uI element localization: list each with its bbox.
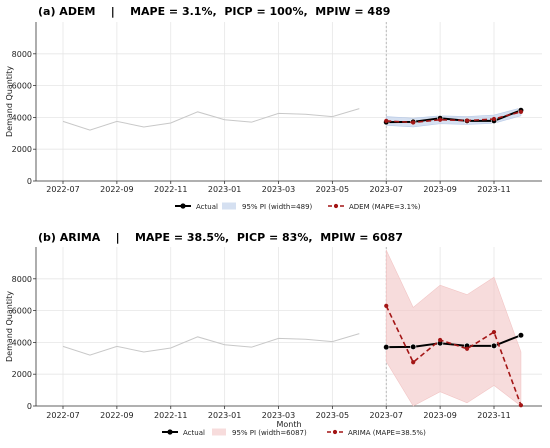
forecast-line: [386, 111, 522, 124]
panel-title: (a) ADEM | MAPE = 3.1%, PICP = 100%, MPI…: [38, 5, 390, 18]
grid: [36, 22, 542, 182]
x-tick-label: 2022-07: [46, 185, 79, 194]
forecast-point: [438, 337, 443, 343]
legend-forecast-marker: [333, 203, 339, 209]
x-tick-label: 2023-05: [316, 411, 349, 420]
actual-point: [490, 342, 498, 349]
forecast-point: [411, 120, 416, 125]
x-tick-label: 2023-11: [477, 185, 510, 194]
forecast-line: [385, 305, 522, 406]
y-tick-label: 4000: [12, 113, 32, 122]
x-tick-label: 2023-09: [423, 411, 456, 420]
x-tick-label: 2023-11: [477, 411, 510, 420]
x-tick-label: 2022-07: [46, 411, 79, 420]
x-tick-label: 2023-03: [262, 185, 295, 194]
actual-point: [410, 343, 417, 350]
y-tick-label: 8000: [12, 275, 32, 284]
y-axis-label: Demand Quantity: [5, 291, 14, 362]
y-tick-label: 0: [27, 402, 32, 411]
x-tick-label: 2023-01: [208, 411, 241, 420]
forecast-point: [411, 360, 416, 365]
x-axis-label: Month: [276, 420, 301, 429]
actual-point: [383, 344, 390, 351]
x-tick-label: 2023-01: [208, 185, 241, 194]
legend: Actual 95% PI (width=6087) ARIMA (MAPE=38.…: [162, 428, 426, 437]
x-tick-label: 2022-09: [100, 185, 133, 194]
forecast-point: [438, 117, 443, 122]
legend-actual-label: Actual: [183, 429, 205, 437]
y-tick-label: 6000: [12, 307, 32, 316]
x-tick-label: 2023-09: [423, 185, 456, 194]
x-tick-label: 2023-07: [370, 411, 403, 420]
history-line: [62, 108, 360, 131]
y-axis-label: Demand Quantity: [5, 66, 14, 137]
legend-forecast-label: ADEM (MAPE=3.1%): [349, 203, 421, 211]
history-line: [62, 333, 360, 356]
legend-actual-marker: [180, 203, 186, 209]
y-tick-label: 4000: [12, 338, 32, 347]
x-tick-label: 2022-11: [154, 411, 187, 420]
x-tick-label: 2022-09: [100, 411, 133, 420]
y-tick-label: 0: [27, 177, 32, 186]
y-tick-label: 6000: [12, 82, 32, 91]
legend-band-swatch: [212, 428, 226, 436]
forecast-point: [518, 403, 524, 408]
legend-band-label: 95% PI (width=489): [242, 203, 313, 211]
panel-a: 0 2000 4000 6000 8000 2022-07 2022-09 2022-11 20…: [5, 5, 542, 211]
legend-band-label: 95% PI (width=6087): [232, 429, 307, 437]
forecast-point: [384, 303, 389, 308]
forecast-point: [384, 118, 389, 123]
legend-actual-label: Actual: [196, 203, 218, 211]
legend: Actual 95% PI (width=489) ADEM (MAPE=3.1%): [175, 202, 421, 211]
legend-band-swatch: [222, 202, 236, 210]
actual-point: [517, 332, 525, 339]
x-tick-label: 2023-03: [262, 411, 295, 420]
legend-forecast-label: ARIMA (MAPE=38.5%): [348, 429, 426, 437]
x-tick-label: 2023-07: [370, 185, 403, 194]
forecast-point: [491, 329, 497, 335]
x-tick-label: 2022-11: [154, 185, 187, 194]
panel-b: 0 2000 4000 6000 8000 2022-07 2022-09 2022-11 20…: [5, 231, 542, 437]
forecast-point: [464, 118, 470, 123]
prediction-interval-band: [385, 250, 522, 407]
forecast-point: [518, 109, 524, 114]
y-tick-label: 2000: [12, 145, 32, 154]
legend-actual-marker: [167, 429, 173, 435]
panel-title: (b) ARIMA | MAPE = 38.5%, PICP = 83%, MP…: [38, 231, 403, 244]
forecast-point: [491, 116, 497, 122]
y-tick-label: 2000: [12, 370, 32, 379]
legend-forecast-marker: [332, 429, 338, 435]
forecast-point: [464, 346, 470, 351]
y-tick-label: 8000: [12, 50, 32, 59]
x-tick-label: 2023-05: [316, 185, 349, 194]
